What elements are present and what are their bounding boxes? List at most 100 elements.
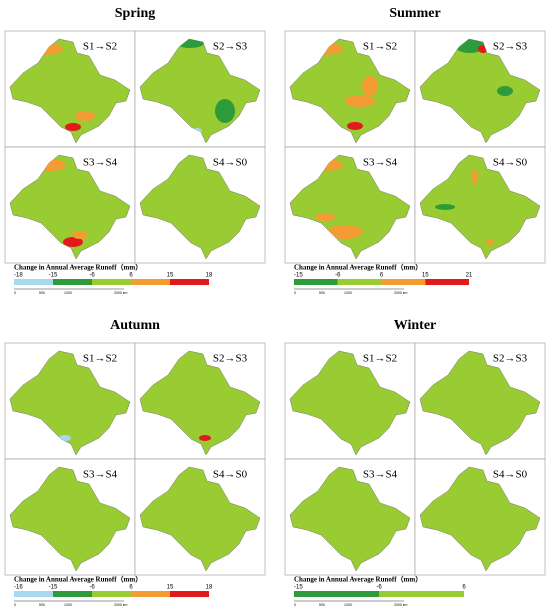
- scale-label: 0: [294, 603, 296, 607]
- scale-label: 1000: [344, 291, 352, 295]
- legend-tick: -15: [294, 273, 303, 279]
- legend-swatch: [170, 591, 209, 597]
- map-label: S4→S0: [493, 157, 528, 169]
- map: S2→S3: [414, 342, 546, 460]
- scale-label: 500: [39, 603, 45, 607]
- scale-label: 2000 km: [394, 603, 408, 607]
- map: S1→S2: [284, 342, 416, 460]
- legend-tick: 6: [462, 585, 466, 591]
- patch: [215, 99, 235, 123]
- scale-label: 1000: [64, 291, 72, 295]
- legend-tick: 21: [466, 273, 473, 279]
- scale-label: 0: [14, 603, 16, 607]
- map: S2→S3: [134, 30, 266, 148]
- legend-swatch: [425, 279, 469, 285]
- map-label: S4→S0: [493, 469, 528, 481]
- legend-title: Change in Annual Average Runoff（mm）: [14, 576, 142, 584]
- patch: [497, 86, 513, 96]
- patch: [63, 237, 83, 247]
- map: S1→S2: [4, 342, 136, 460]
- legend-swatch: [294, 591, 379, 597]
- legend-swatch: [131, 279, 170, 285]
- patch: [72, 231, 88, 239]
- patches: [199, 435, 211, 441]
- patch: [199, 435, 211, 441]
- legend-tick: 15: [167, 273, 174, 279]
- patch: [59, 435, 71, 441]
- map: S3→S4: [4, 146, 136, 264]
- legend-tick: 18: [206, 273, 213, 279]
- legend-tick: 6: [129, 273, 133, 279]
- legend-swatch: [337, 279, 382, 285]
- panel: Winter S1→S2 S2→S3 S3→S4 S4→S0 Change in Annu…: [284, 318, 546, 607]
- map-label: S1→S2: [363, 41, 397, 53]
- legend-tick: -16: [14, 585, 23, 591]
- legend-swatch: [14, 279, 53, 285]
- patch: [75, 111, 95, 121]
- map-label: S2→S3: [213, 353, 248, 365]
- map: S3→S4: [284, 458, 416, 576]
- map-label: S3→S4: [363, 157, 398, 169]
- patches: [435, 169, 494, 245]
- legend-swatch: [294, 279, 338, 285]
- legend-swatch: [381, 279, 426, 285]
- map-label: S2→S3: [493, 41, 528, 53]
- legend-tick: 15: [422, 273, 429, 279]
- scale-label: 500: [319, 603, 325, 607]
- legend-title: Change in Annual Average Runoff（mm）: [294, 576, 422, 584]
- map: S4→S0: [134, 458, 266, 576]
- map-label: S4→S0: [213, 469, 248, 481]
- scale-label: 1000: [64, 603, 72, 607]
- map: S3→S4: [4, 458, 136, 576]
- map-label: S2→S3: [493, 353, 528, 365]
- map-label: S1→S2: [83, 353, 117, 365]
- scale-label: 500: [39, 291, 45, 295]
- map: S4→S0: [134, 146, 266, 264]
- legend-tick: -6: [89, 273, 95, 279]
- legend-tick: -6: [335, 273, 341, 279]
- legend-tick: -6: [376, 585, 382, 591]
- legend-swatch: [131, 591, 170, 597]
- map-label: S2→S3: [213, 41, 248, 53]
- panel-title: Summer: [389, 6, 440, 21]
- legend-tick: -15: [49, 585, 58, 591]
- legend-swatch: [170, 279, 209, 285]
- map-label: S3→S4: [83, 469, 118, 481]
- legend-swatch: [14, 591, 53, 597]
- map: S1→S2: [284, 30, 416, 148]
- legend-tick: 6: [380, 273, 384, 279]
- patches: [59, 435, 71, 441]
- panel-title: Autumn: [110, 318, 160, 333]
- legend-swatch: [379, 591, 464, 597]
- map: S2→S3: [134, 342, 266, 460]
- legend-title: Change in Annual Average Runoff（mm）: [14, 264, 142, 272]
- map: S3→S4: [284, 146, 416, 264]
- panel: Summer S1→S2 S2→S3 S3→S4 S4→S0 Change in Annu…: [284, 6, 546, 295]
- legend-swatch: [53, 279, 92, 285]
- panel-title: Spring: [115, 6, 155, 21]
- map-label: S3→S4: [363, 469, 398, 481]
- scale-label: 2000 km: [394, 291, 408, 295]
- legend-tick: 18: [206, 585, 213, 591]
- legend-swatch: [92, 591, 131, 597]
- patch: [345, 95, 375, 107]
- legend-tick: 6: [129, 585, 133, 591]
- scale-label: 0: [14, 291, 16, 295]
- map-label: S1→S2: [363, 353, 397, 365]
- patch: [327, 225, 363, 239]
- legend-swatch: [53, 591, 92, 597]
- panel: Autumn S1→S2 S2→S3 S3→S4 S4→S0 Change in Annu…: [4, 318, 266, 607]
- patch: [315, 213, 335, 221]
- patch: [65, 123, 81, 131]
- legend-title: Change in Annual Average Runoff（mm）: [294, 264, 422, 272]
- scale-label: 500: [319, 291, 325, 295]
- scale-label: 2000 km: [114, 603, 128, 607]
- legend-tick: -15: [49, 273, 58, 279]
- patch: [486, 239, 494, 245]
- panel-title: Winter: [394, 318, 437, 333]
- scale-label: 1000: [344, 603, 352, 607]
- patch: [435, 204, 455, 210]
- scale-label: 0: [294, 291, 296, 295]
- panel: Spring S1→S2 S2→S3 S3→S4 S4→S0 Change in Annu…: [4, 6, 266, 295]
